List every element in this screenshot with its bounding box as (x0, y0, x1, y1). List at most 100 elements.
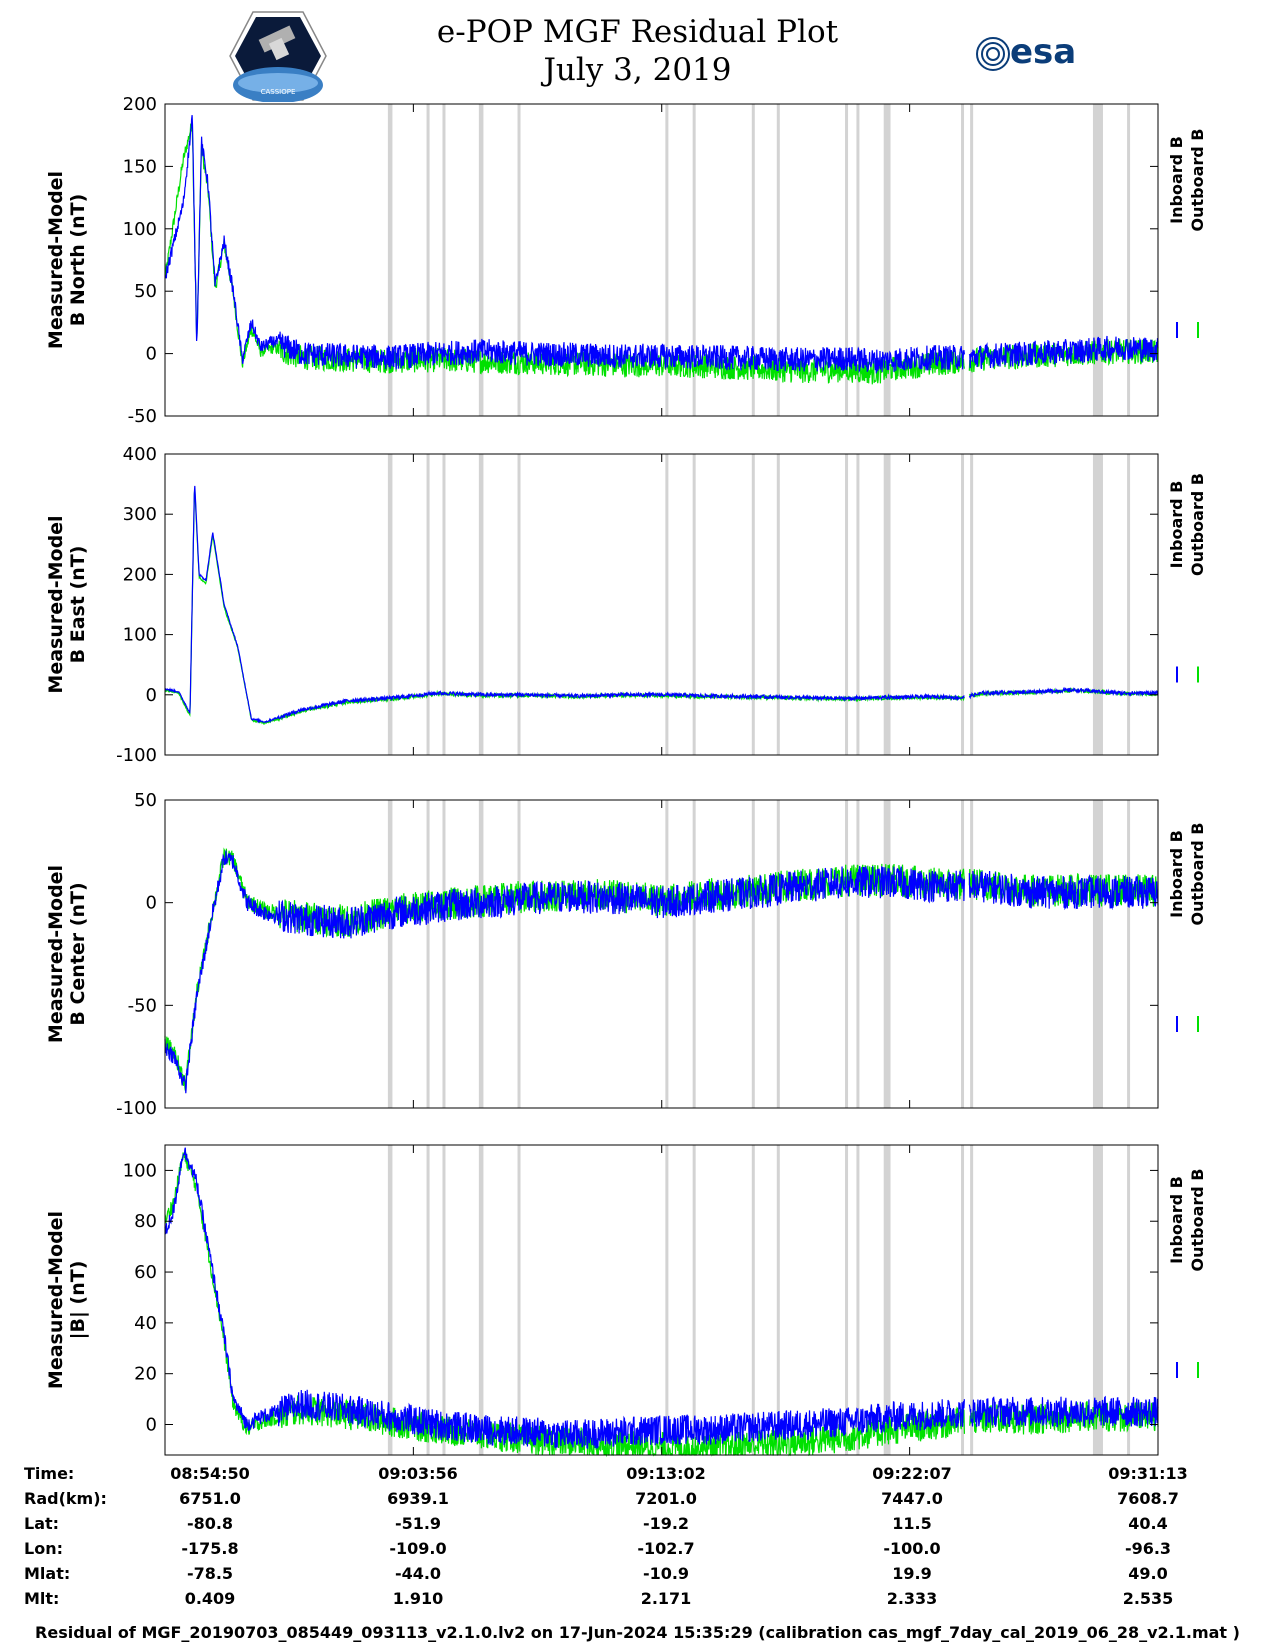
legend-outboard-label: Outboard B (1188, 823, 1207, 926)
legend: Inboard B Outboard B (1167, 129, 1207, 338)
ephemeris-value: -10.9 (642, 1564, 690, 1583)
chart-date: July 3, 2019 (543, 52, 732, 88)
legend: Inboard B Outboard B (1167, 1169, 1207, 1378)
y-axis-label-line-2: B East (nT) (67, 546, 89, 664)
ephemeris-value: 09:13:02 (626, 1464, 706, 1483)
ephemeris-table: Time: 08:54:50 09:03:56 09:13:02 09:22:07 09:… (0, 1462, 1275, 1622)
ephemeris-value: 6751.0 (179, 1489, 241, 1508)
gap-band (961, 800, 965, 1108)
panel-2: -100 0 100 200 300 400 Measured-ModelB East (n… (45, 444, 1207, 766)
y-tick-label: 0 (146, 1415, 157, 1436)
y-tick-label: 20 (134, 1364, 157, 1385)
ephemeris-value: 2.171 (640, 1589, 692, 1608)
gap-band (478, 104, 484, 416)
gap-band (776, 800, 780, 1108)
gap-band (665, 104, 669, 416)
y-axis-label: Measured-ModelB East (nT) (45, 515, 89, 693)
gap-band (426, 104, 430, 416)
y-axis-label-line-1: Measured-Model (45, 865, 67, 1043)
legend-outboard-label: Outboard B (1188, 129, 1207, 232)
gap-band (883, 454, 891, 755)
gap-band (426, 1145, 430, 1455)
ephemeris-value: 0.409 (184, 1589, 236, 1608)
legend-inboard-label: Inboard B (1167, 136, 1186, 224)
series-line-inboard (164, 1147, 1159, 1450)
ephemeris-value: 6939.1 (387, 1489, 449, 1508)
series-line-inboard (164, 850, 1159, 1094)
series-line-inboard (164, 485, 1159, 724)
gap-band (961, 104, 965, 416)
ephemeris-value: 08:54:50 (170, 1464, 250, 1483)
esa-logo-icon (976, 37, 1010, 71)
cassiope-logo-icon: CASSIOPE (229, 11, 327, 102)
gap-band (665, 1145, 669, 1455)
esa-logo-text: esa (1010, 32, 1077, 72)
series-line-outboard (164, 488, 1159, 726)
y-axis-label-line-2: |B| (nT) (67, 1261, 89, 1340)
ephemeris-value: 1.910 (392, 1589, 444, 1608)
gap-band (845, 454, 849, 755)
gap-band (845, 800, 849, 1108)
gap-band (387, 104, 393, 416)
gap-band (692, 1145, 696, 1455)
ephemeris-value: -80.8 (186, 1514, 234, 1533)
gap-band (1092, 1145, 1103, 1455)
ephemeris-row-name: Mlt: (24, 1589, 60, 1608)
gap-band (856, 104, 860, 416)
legend-outboard-label: Outboard B (1188, 473, 1207, 576)
y-axis-label: Measured-ModelB North (nT) (45, 171, 89, 349)
ephemeris-value: -51.9 (394, 1514, 442, 1533)
ephemeris-value: -175.8 (181, 1539, 239, 1558)
gap-band (751, 800, 755, 1108)
legend-outboard-label: Outboard B (1188, 1169, 1207, 1272)
plot-frame (164, 799, 1159, 1109)
gap-band (426, 800, 430, 1108)
legend: Inboard B Outboard B (1167, 823, 1207, 1032)
gap-band (856, 1145, 860, 1455)
ephemeris-row-name: Lon: (24, 1539, 63, 1558)
y-tick-label: 200 (123, 94, 157, 115)
legend-inboard-label: Inboard B (1167, 1176, 1186, 1264)
gap-band (478, 800, 484, 1108)
ephemeris-row-name: Mlat: (24, 1564, 71, 1583)
ephemeris-value: -78.5 (186, 1564, 234, 1583)
series-line-inboard (164, 115, 1159, 374)
gap-band (970, 104, 974, 416)
gap-band (751, 1145, 755, 1455)
y-tick-label: 400 (123, 444, 157, 465)
y-tick-label: -100 (116, 745, 157, 766)
ephemeris-value: -100.0 (883, 1539, 941, 1558)
gap-band (1092, 800, 1103, 1108)
ephemeris-value: -102.7 (637, 1539, 695, 1558)
legend-inboard-label: Inboard B (1167, 830, 1186, 918)
ephemeris-value: -44.0 (394, 1564, 442, 1583)
gap-band (1127, 800, 1131, 1108)
gap-band (692, 104, 696, 416)
ephemeris-row-name: Rad(km): (24, 1489, 107, 1508)
y-tick-label: 150 (123, 156, 157, 177)
ephemeris-value: 7447.0 (881, 1489, 943, 1508)
y-axis-label-line-2: B Center (nT) (67, 882, 89, 1025)
gap-band (856, 800, 860, 1108)
ephemeris-row: Lon: -175.8 -109.0 -102.7 -100.0 -96.3 (0, 1537, 1275, 1561)
ephemeris-row-name: Time: (24, 1464, 75, 1483)
gap-band (1127, 454, 1131, 755)
y-axis-label-line-2: B North (nT) (67, 194, 89, 327)
y-tick-label: -100 (116, 1098, 157, 1119)
gap-band (1092, 454, 1103, 755)
legend-inboard-label: Inboard B (1167, 481, 1186, 569)
gap-band (387, 800, 393, 1108)
gap-band (856, 454, 860, 755)
gap-band (845, 104, 849, 416)
gap-band (692, 454, 696, 755)
y-axis-label-line-1: Measured-Model (45, 515, 67, 693)
footer-caption: Residual of MGF_20190703_085449_093113_v… (35, 1623, 1240, 1642)
gap-band (442, 454, 446, 755)
gap-band (751, 104, 755, 416)
ephemeris-value: 7201.0 (635, 1489, 697, 1508)
gap-band (665, 454, 669, 755)
legend: Inboard B Outboard B (1167, 473, 1207, 683)
gap-band (845, 1145, 849, 1455)
gap-band (961, 454, 965, 755)
